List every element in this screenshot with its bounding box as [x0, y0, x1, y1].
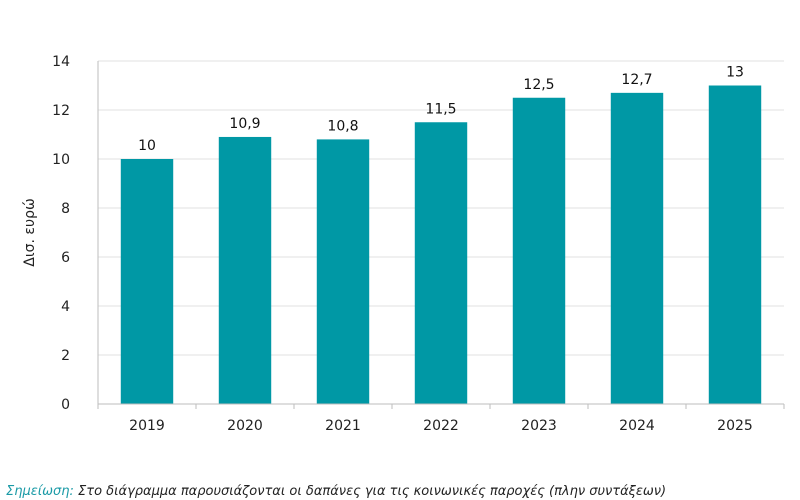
bar — [708, 85, 762, 404]
y-tick-label: 14 — [52, 54, 70, 70]
footnote-text: Στο διάγραμμα παρουσιάζονται οι δαπάνες … — [78, 484, 667, 499]
x-tick-label: 2024 — [619, 418, 655, 434]
data-label: 10 — [138, 138, 156, 154]
footnote-label: Σημείωση: — [6, 484, 74, 499]
data-label: 10,8 — [327, 118, 358, 134]
bar — [316, 139, 370, 404]
y-tick-label: 2 — [61, 348, 70, 364]
y-axis-title: Δισ. ευρώ — [22, 198, 38, 266]
x-tick-label: 2025 — [717, 418, 753, 434]
bar — [512, 97, 566, 404]
x-tick-label: 2020 — [227, 418, 263, 434]
bar — [414, 122, 468, 404]
y-tick-label: 4 — [61, 299, 70, 315]
x-tick-label: 2021 — [325, 418, 361, 434]
y-tick-label: 8 — [61, 201, 70, 217]
data-labels: 10 10,9 10,8 11,5 12,5 12,7 13 — [138, 65, 744, 155]
y-tick-label: 0 — [61, 397, 70, 413]
axes: 0 2 4 6 8 10 12 14 2019 2020 2021 2022 2023 2024 2025 — [52, 54, 785, 434]
data-label: 13 — [726, 65, 744, 81]
bar — [218, 136, 272, 404]
data-label: 12,5 — [523, 77, 554, 93]
data-label: 10,9 — [229, 116, 260, 132]
y-tick-label: 12 — [52, 103, 70, 119]
x-tick-label: 2023 — [521, 418, 557, 434]
bar-chart: 10 10,9 10,8 11,5 12,5 12,7 13 0 2 4 6 8 10 12 14 2019… — [22, 54, 785, 434]
data-label: 11,5 — [425, 101, 456, 117]
data-label: 12,7 — [621, 72, 652, 88]
x-tick-label: 2022 — [423, 418, 459, 434]
footnote: Σημείωση: Στο διάγραμμα παρουσιάζονται ο… — [6, 484, 666, 499]
bar — [610, 92, 664, 404]
bars — [120, 85, 762, 404]
y-tick-label: 10 — [52, 152, 70, 168]
y-tick-label: 6 — [61, 250, 70, 266]
bar — [120, 159, 174, 404]
x-tick-label: 2019 — [129, 418, 165, 434]
